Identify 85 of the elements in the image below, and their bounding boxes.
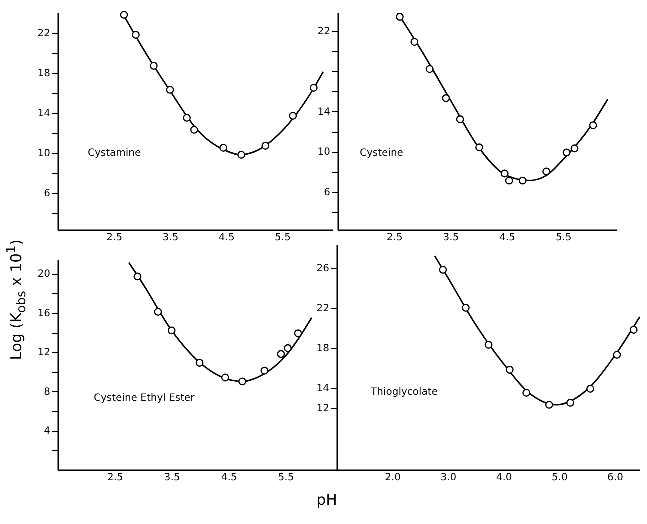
y-tick-label: 12 [38,348,50,359]
point [562,148,571,157]
point [439,266,448,274]
point [221,374,230,382]
point [484,341,493,349]
annotation: Cysteine [360,148,404,159]
y-tick-label: 12 [316,404,330,414]
point [277,350,286,358]
y-tick-label: 14 [316,384,330,394]
annotation: Cystamine [88,148,142,159]
x-tick-label: 5.5 [278,472,294,484]
x-tick-label: 2.5 [107,472,124,484]
x-axis-title: pH [316,491,338,509]
point [442,94,450,102]
x-tick-label: 4.5 [218,232,235,244]
point [566,399,574,407]
point [166,86,174,94]
point [570,144,579,153]
annotation: Thioglycolate [370,387,438,398]
point [630,326,638,334]
y-tick-label: 4 [44,426,50,438]
annotation: Cysteine Ethyl Ester [94,393,196,404]
x-tick-label: 3.0 [440,472,457,484]
point [426,65,434,74]
x-tick-label: 3.5 [443,232,460,244]
y-tick-label: 14 [38,108,50,120]
point [183,114,192,122]
point [410,38,419,46]
point [238,378,246,386]
point [238,151,246,159]
y-tick-label: 14 [318,106,330,118]
y-tick-label: 8 [44,386,50,398]
point [396,13,404,21]
y-tick-label: 6 [324,187,330,198]
x-tick-label: 4.0 [496,472,512,484]
point [284,344,292,352]
point [120,11,128,19]
x-tick-label: 2.0 [385,472,402,484]
point [613,351,622,359]
point [518,176,527,185]
y-tick-label: 22 [38,28,50,40]
x-tick-label: 5.5 [556,232,572,244]
point [310,84,318,92]
point [134,272,142,281]
point [545,401,554,409]
x-tick-label: 2.5 [386,232,403,244]
y-tick-label: 22 [316,304,330,314]
point [190,126,198,134]
point [586,385,594,393]
y-tick-label: 10 [318,147,330,158]
x-tick-label: 5.0 [552,472,568,484]
x-tick-label: 3.5 [164,472,180,484]
x-tick-label: 2.5 [106,232,123,244]
point [506,366,514,374]
point [500,170,509,178]
x-tick-label: 5.5 [275,232,291,244]
y-tick-label: 26 [316,264,330,274]
point [505,176,514,185]
point [476,144,484,152]
point [456,116,464,124]
y-tick-label: 16 [38,308,50,320]
point [294,330,302,338]
y-tick-label: 10 [38,148,50,160]
y-tick-label: 6 [44,188,50,200]
point [589,122,598,130]
y-tick-label: 18 [38,68,50,80]
x-tick-label: 3.5 [162,232,179,244]
point [262,142,270,150]
x-tick-label: 4.5 [221,472,238,484]
point [289,112,298,120]
x-tick-label: 4.5 [500,232,516,244]
y-tick-label: 18 [316,344,330,354]
point [462,304,470,312]
point [150,62,158,70]
y-tick-label: 22 [318,26,330,38]
point [522,389,531,397]
point [154,308,162,316]
point [260,366,269,375]
point [196,359,204,367]
point [220,144,228,152]
x-tick-label: 6.0 [608,472,624,484]
point [132,31,140,39]
y-tick-label: 20 [38,269,50,280]
point [542,168,550,176]
point [168,326,176,335]
